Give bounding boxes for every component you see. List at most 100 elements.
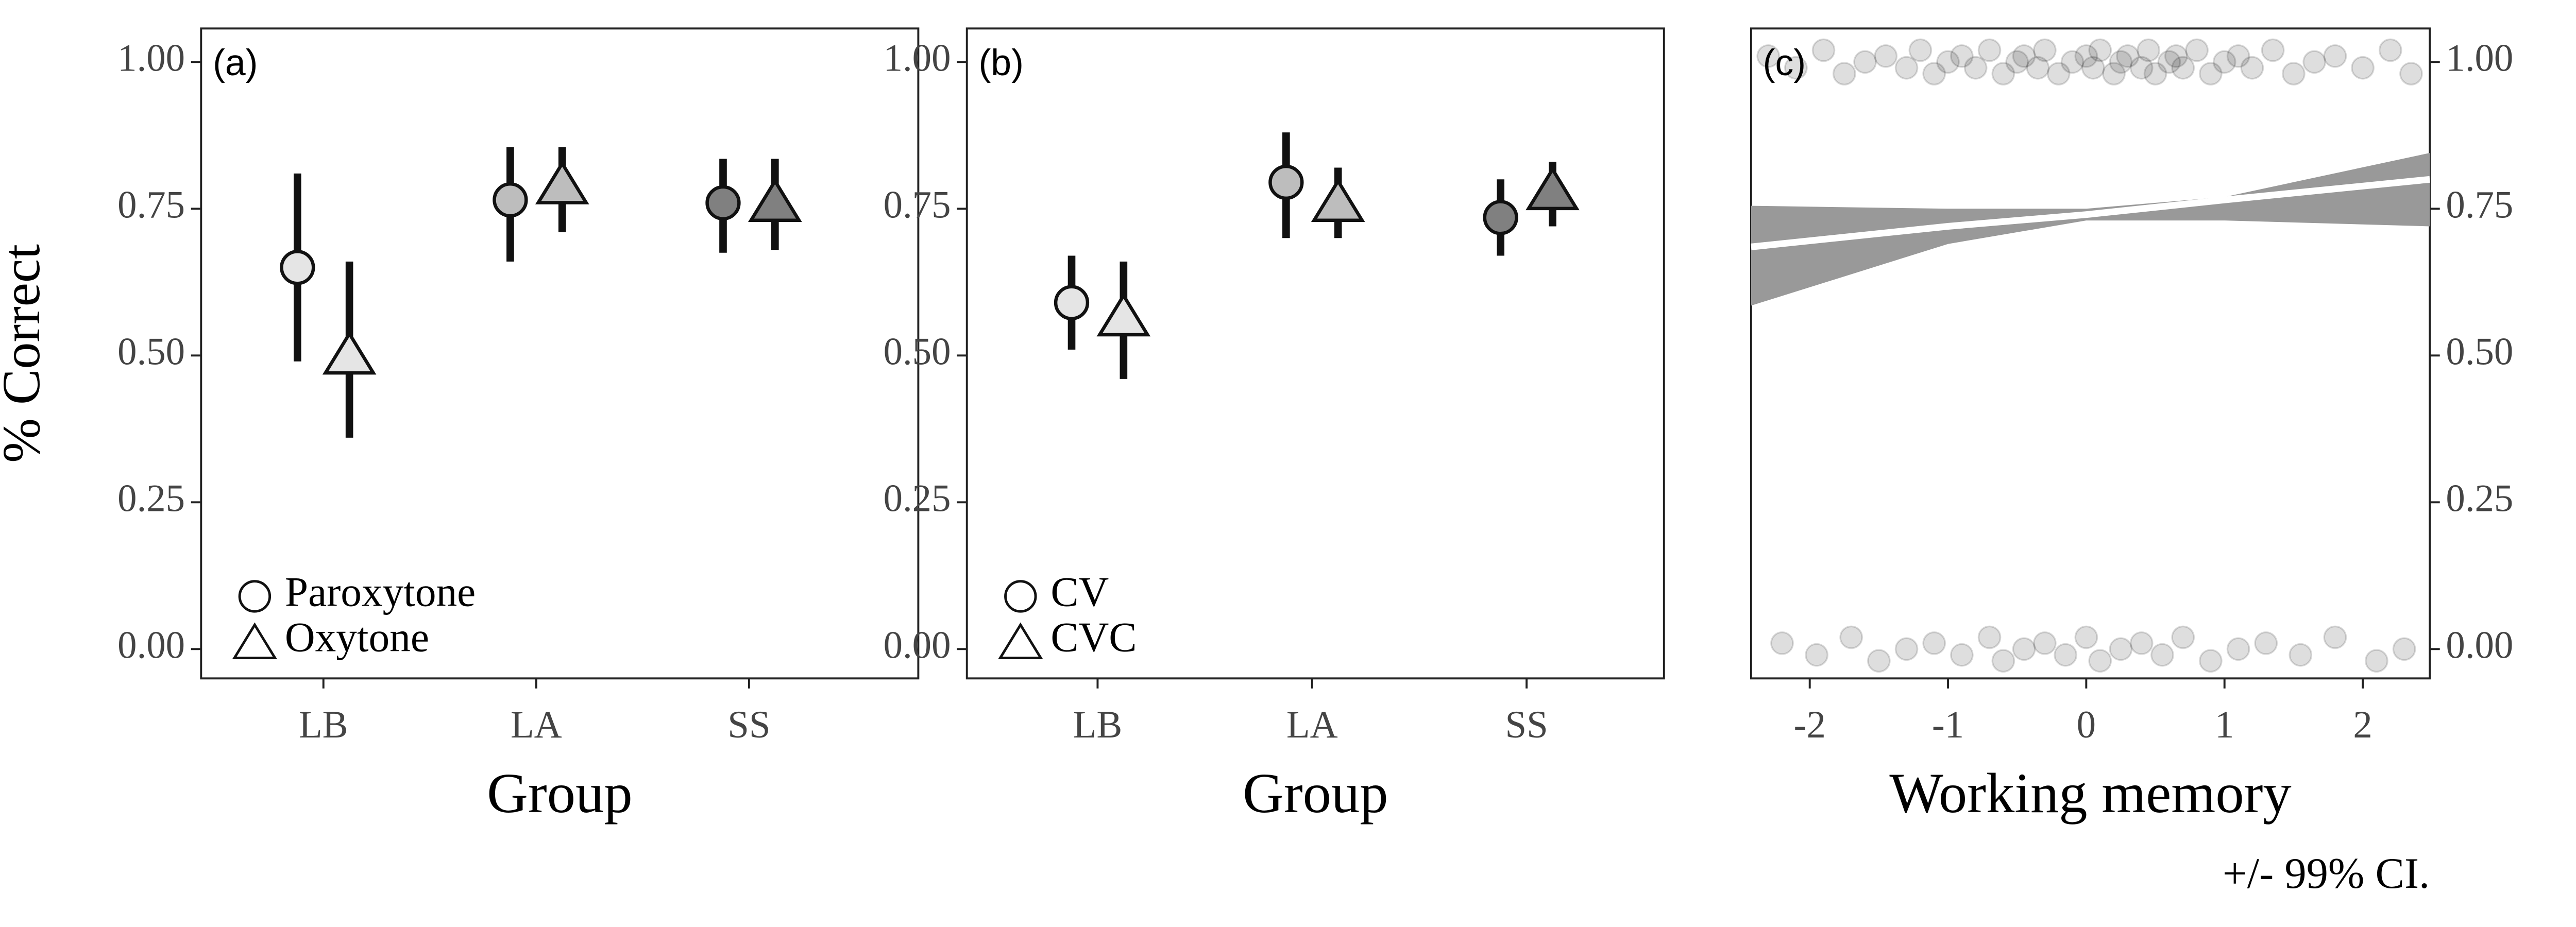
data-point bbox=[2054, 643, 2077, 667]
x-tick-label: SS bbox=[1505, 703, 1548, 746]
panel-label: (c) bbox=[1763, 42, 1806, 83]
point-marker bbox=[1526, 166, 1580, 211]
data-point bbox=[2102, 62, 2126, 85]
data-point bbox=[2261, 38, 2285, 62]
data-point bbox=[1922, 631, 1946, 655]
x-axis-title: Working memory bbox=[1889, 761, 2291, 825]
x-axis-title: Group bbox=[1243, 761, 1388, 825]
data-point bbox=[1922, 62, 1946, 85]
plot-area bbox=[200, 27, 920, 680]
data-point bbox=[2012, 44, 2036, 68]
data-point bbox=[2323, 44, 2347, 68]
data-point bbox=[2289, 643, 2313, 667]
point-marker bbox=[1483, 200, 1518, 235]
data-point bbox=[1991, 62, 2015, 85]
fit-line bbox=[1751, 176, 2430, 250]
data-point bbox=[2137, 38, 2160, 62]
point-marker bbox=[1054, 285, 1090, 320]
x-tick-label: 0 bbox=[2077, 703, 2096, 746]
point-marker bbox=[1311, 178, 1365, 222]
data-point bbox=[1784, 56, 1808, 80]
x-tick-label: -2 bbox=[1794, 703, 1826, 746]
point-marker bbox=[1096, 292, 1151, 337]
data-point bbox=[2164, 44, 2188, 68]
y-axis-title: % Correct bbox=[0, 244, 51, 463]
data-point bbox=[1977, 38, 2002, 62]
point-marker bbox=[1268, 164, 1304, 200]
data-point bbox=[2185, 38, 2209, 62]
y-tick-label: 0.50 bbox=[2446, 330, 2513, 373]
data-point bbox=[2088, 649, 2112, 673]
data-point bbox=[2254, 631, 2278, 655]
y-tick-label: 1.00 bbox=[884, 37, 951, 79]
plot-area bbox=[1750, 27, 2431, 680]
data-point bbox=[2129, 631, 2154, 655]
data-point bbox=[2212, 50, 2236, 74]
data-point bbox=[2323, 625, 2347, 649]
data-point bbox=[2129, 56, 2154, 80]
data-point bbox=[2150, 643, 2174, 667]
data-point bbox=[2088, 38, 2112, 62]
legend-symbol bbox=[1004, 580, 1037, 613]
data-point bbox=[2226, 44, 2250, 68]
x-tick-label: -1 bbox=[1932, 703, 1964, 746]
x-tick-label: LA bbox=[511, 703, 562, 746]
x-tick-label: LB bbox=[299, 703, 348, 746]
data-point bbox=[2005, 50, 2029, 74]
data-point bbox=[2157, 50, 2181, 74]
data-point bbox=[1936, 50, 1960, 74]
legend-label: Paroxytone bbox=[285, 569, 476, 615]
y-tick-label: 0.25 bbox=[117, 477, 185, 520]
data-point bbox=[2240, 56, 2264, 80]
legend-label: CV bbox=[1050, 569, 1109, 615]
plot-area bbox=[965, 27, 1665, 680]
data-point bbox=[2399, 62, 2423, 85]
y-tick-label: 0.00 bbox=[117, 624, 185, 666]
y-tick-label: 0.00 bbox=[884, 624, 951, 666]
y-tick-label: 0.25 bbox=[2446, 477, 2513, 520]
data-point bbox=[2302, 50, 2326, 74]
data-point bbox=[1839, 625, 1863, 649]
data-point bbox=[1867, 649, 1891, 673]
data-point bbox=[2012, 637, 2036, 661]
data-point bbox=[2392, 637, 2416, 661]
data-point bbox=[2351, 56, 2375, 80]
legend-symbol bbox=[232, 622, 278, 660]
y-tick-label: 1.00 bbox=[2446, 37, 2513, 79]
data-point bbox=[2116, 44, 2140, 68]
x-tick-label: LA bbox=[1286, 703, 1338, 746]
point-marker bbox=[322, 330, 377, 375]
data-point bbox=[1950, 643, 1974, 667]
data-point bbox=[2046, 62, 2071, 85]
data-point bbox=[2033, 38, 2057, 62]
data-point bbox=[2143, 62, 2167, 85]
y-tick-label: 0.75 bbox=[884, 183, 951, 226]
legend-symbol bbox=[998, 622, 1043, 660]
point-marker bbox=[705, 185, 741, 221]
data-point bbox=[1908, 38, 1933, 62]
data-point bbox=[1805, 643, 1828, 667]
data-point bbox=[2226, 637, 2250, 661]
data-point bbox=[2171, 56, 2195, 80]
data-point bbox=[2199, 649, 2223, 673]
panel-label: (b) bbox=[978, 42, 1023, 83]
y-axis-title: % Correct bbox=[2570, 244, 2576, 463]
x-tick-label: LB bbox=[1073, 703, 1123, 746]
y-tick-label: 1.00 bbox=[117, 37, 185, 79]
x-tick-label: SS bbox=[727, 703, 770, 746]
data-point bbox=[2199, 62, 2223, 85]
x-tick-label: 1 bbox=[2215, 703, 2234, 746]
y-tick-label: 0.00 bbox=[2446, 624, 2513, 666]
data-point bbox=[2365, 649, 2388, 673]
y-tick-label: 0.25 bbox=[884, 477, 951, 520]
point-marker bbox=[280, 250, 315, 285]
data-point bbox=[2026, 56, 2050, 80]
data-point bbox=[1963, 56, 1988, 80]
data-point bbox=[1770, 631, 1794, 655]
data-point bbox=[1977, 625, 2002, 649]
data-point bbox=[1991, 649, 2015, 673]
data-point bbox=[2074, 625, 2098, 649]
y-tick-label: 0.75 bbox=[2446, 183, 2513, 226]
data-point bbox=[2033, 631, 2057, 655]
